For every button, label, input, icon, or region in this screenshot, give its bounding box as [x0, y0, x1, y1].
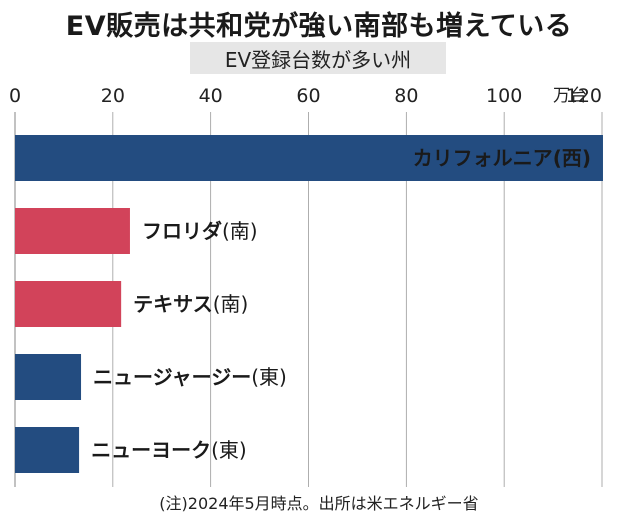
source-note: (注)2024年5月時点。出所は米エネルギー省	[159, 494, 479, 513]
category-name-4: ニュージャージー	[93, 365, 251, 389]
tick-label-80: 80	[394, 85, 418, 107]
unit-label: 万台	[553, 86, 587, 106]
category-name-3: テキサス	[133, 292, 213, 316]
category-name-5: ニューヨーク	[91, 438, 211, 462]
category-label-2: フロリダ(南)	[142, 219, 258, 243]
tick-label-20: 20	[101, 85, 125, 107]
chart-subtitle-box: EV登録台数が多い州	[190, 42, 446, 74]
bar-2	[15, 208, 130, 254]
category-region-3: (南)	[213, 292, 249, 316]
chart-title: EV販売は共和党が強い南部も増えている	[65, 11, 573, 42]
category-label-3: テキサス(南)	[133, 292, 248, 316]
category-label-5: ニューヨーク(東)	[91, 438, 247, 462]
tick-label-100: 100	[486, 85, 522, 107]
bar-chart: 0 20 40 60 80 100 120万台カリフォルニア(西)フロリダ(南)テキサス(南…	[9, 85, 603, 487]
bar-3	[15, 281, 122, 327]
category-region-5: (東)	[211, 438, 247, 462]
tick-label-60: 60	[296, 85, 320, 107]
bar-1	[15, 135, 603, 181]
tick-label-0: 0	[9, 85, 21, 107]
category-region-1: (西)	[553, 146, 591, 170]
tick-label-120: 120	[566, 85, 602, 107]
bar-5	[15, 427, 80, 473]
category-region-2: (南)	[222, 219, 258, 243]
category-label-1: カリフォルニア(西)	[413, 146, 591, 170]
chart-subtitle: EV登録台数が多い州	[224, 47, 412, 72]
category-region-4: (東)	[251, 365, 287, 389]
category-label-4: ニュージャージー(東)	[93, 365, 287, 389]
category-name-1: カリフォルニア	[413, 146, 553, 170]
tick-label-40: 40	[199, 85, 223, 107]
category-name-2: フロリダ	[142, 219, 222, 243]
bar-4	[15, 354, 82, 400]
